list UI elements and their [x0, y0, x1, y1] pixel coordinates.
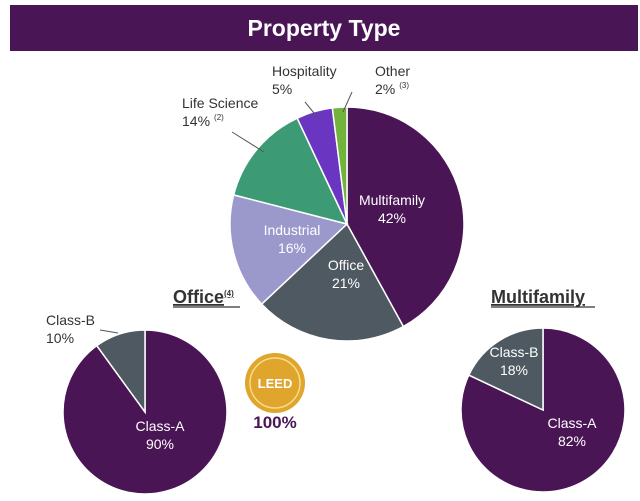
property-type-pie: Multifamily 42% Office 21% Industrial 16% Life…	[182, 63, 465, 342]
property-label-other-name: Other	[375, 63, 410, 79]
leed-badge-icon	[245, 353, 305, 413]
property-leader-life-science	[231, 131, 265, 153]
property-slice-industrial	[229, 193, 349, 306]
property-label-life-science-value: 14% (2)	[182, 113, 224, 129]
property-label-office-name: Office	[328, 257, 365, 273]
property-label-industrial-value: 16%	[278, 240, 306, 256]
property-label-multifamily-name: Multifamily	[359, 192, 425, 208]
office-class-pie: Class-A 90% Class-B 10%	[46, 312, 228, 495]
property-slice-multifamily	[346, 106, 465, 328]
page-title: Property Type	[247, 14, 401, 41]
multifamily-label-class-a-name: Class-A	[547, 415, 597, 431]
page-title-banner: Property Type	[10, 5, 638, 51]
property-label-industrial-name: Industrial	[264, 222, 321, 238]
property-label-multifamily-value: 42%	[378, 210, 406, 226]
office-label-class-b-value: 10%	[46, 330, 74, 346]
property-label-other-value: 2% (3)	[375, 81, 409, 97]
property-label-life-science-name: Life Science	[182, 95, 258, 111]
leed-badge-ring	[249, 357, 301, 409]
office-label-class-a-value: 90%	[146, 436, 174, 452]
leed-badge-text: LEED	[258, 376, 293, 391]
office-slice-class-b	[95, 329, 146, 415]
office-leader-class-b	[99, 329, 119, 334]
property-label-office-value: 21%	[332, 275, 360, 291]
property-slice-other	[331, 106, 348, 225]
multifamily-class-pie: Class-A 82% Class-B 18%	[460, 327, 626, 493]
office-chart-title: Office(4)	[173, 287, 234, 307]
office-label-class-b-name: Class-B	[46, 312, 95, 328]
property-slice-office	[260, 222, 405, 342]
property-leader-hospitality	[304, 101, 319, 119]
multifamily-label-class-b-name: Class-B	[489, 344, 538, 360]
leed-percent: 100%	[253, 413, 296, 432]
property-label-hospitality-name: Hospitality	[272, 63, 337, 79]
multifamily-label-class-b-value: 18%	[500, 362, 528, 378]
multifamily-label-class-a-value: 82%	[558, 433, 586, 449]
property-label-hospitality-value: 5%	[272, 81, 292, 97]
multifamily-slice-class-b	[467, 327, 544, 412]
property-slice-life-science	[232, 117, 349, 226]
property-leader-other	[342, 91, 353, 113]
leed-badge: LEED	[245, 353, 305, 413]
multifamily-chart-title: Multifamily	[491, 287, 585, 307]
office-label-class-a-name: Class-A	[135, 418, 185, 434]
